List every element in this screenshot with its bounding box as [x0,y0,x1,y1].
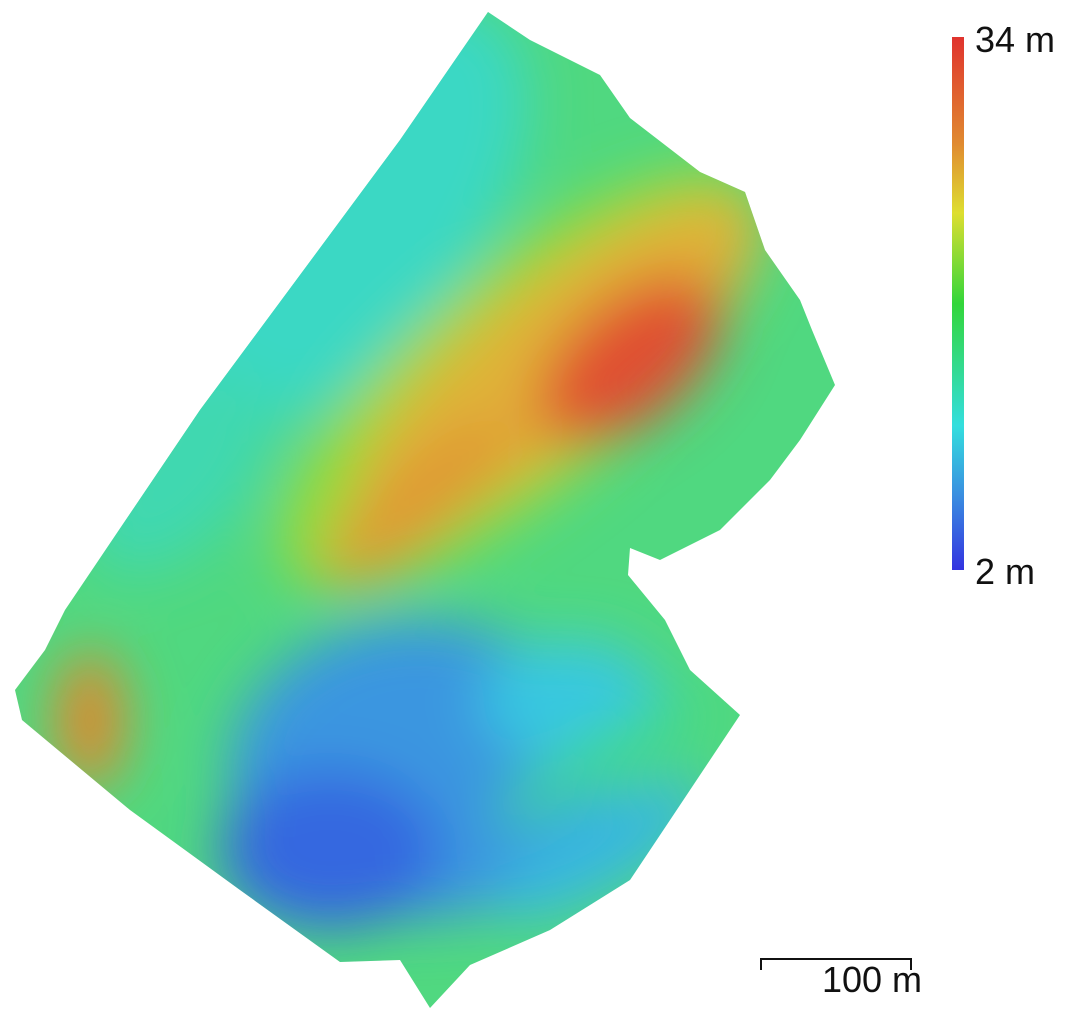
elevation-raster [15,12,835,1008]
scale-bar [760,958,912,970]
legend-max-label: 34 m [975,19,1055,60]
color-scale-bar [952,37,964,570]
legend-min-label: 2 m [975,551,1035,592]
scale-bar-label: 100 m [822,959,922,1000]
